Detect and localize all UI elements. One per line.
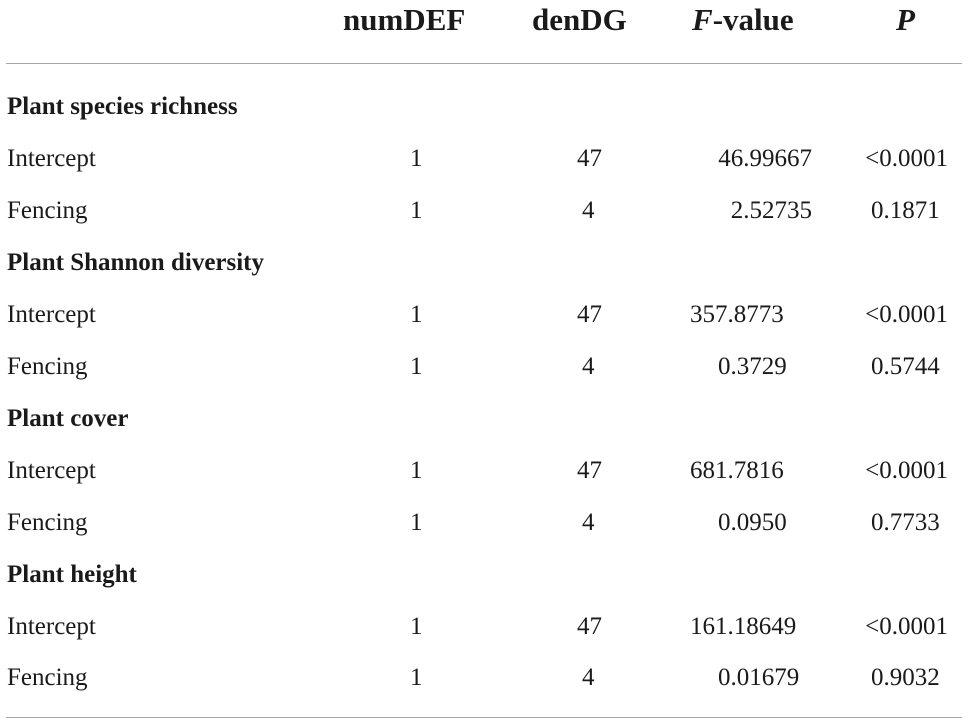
numdef-cell: 1 — [410, 353, 423, 380]
p-value-cell: 0.5744 — [871, 353, 940, 380]
term-cell: Fencing — [7, 353, 88, 380]
section-title: Plant height — [7, 561, 137, 588]
header-numdef: numDEF — [343, 2, 466, 37]
term-cell: Intercept — [7, 613, 96, 640]
term-cell: Intercept — [7, 457, 96, 484]
term-cell: Fencing — [7, 664, 88, 691]
header-p: P — [896, 2, 915, 37]
dendg-cell: 47 — [577, 145, 602, 172]
p-value-cell: <0.0001 — [865, 145, 948, 172]
f-value-cell: 2.52735 — [730, 197, 812, 224]
dendg-cell: 4 — [582, 353, 595, 380]
f-value-cell: 0.3729 — [718, 353, 787, 380]
p-value-cell: <0.0001 — [865, 301, 948, 328]
section-title: Plant species richness — [7, 93, 238, 120]
section-row: Plant height — [0, 561, 968, 601]
dendg-cell: 47 — [577, 301, 602, 328]
dendg-cell: 47 — [577, 457, 602, 484]
numdef-cell: 1 — [410, 197, 423, 224]
numdef-cell: 1 — [410, 613, 423, 640]
term-cell: Intercept — [7, 145, 96, 172]
section-row: Plant Shannon diversity — [0, 249, 968, 289]
numdef-cell: 1 — [410, 145, 423, 172]
dendg-cell: 47 — [577, 613, 602, 640]
header-f-italic: F — [692, 2, 713, 37]
table-row: Intercept 1 47 357.8773 <0.0001 — [0, 301, 968, 341]
section-title: Plant Shannon diversity — [7, 249, 265, 276]
p-value-cell: <0.0001 — [865, 613, 948, 640]
f-value-cell: 0.0950 — [718, 509, 787, 536]
table-row: Fencing 1 4 0.0950 0.7733 — [0, 509, 968, 549]
section-title: Plant cover — [7, 405, 129, 432]
numdef-cell: 1 — [410, 664, 423, 691]
table-row: Intercept 1 47 161.18649 <0.0001 — [0, 613, 968, 653]
numdef-cell: 1 — [410, 509, 423, 536]
header-f-value: F-value — [692, 2, 794, 38]
dendg-cell: 4 — [582, 509, 595, 536]
section-row: Plant species richness — [0, 93, 968, 133]
numdef-cell: 1 — [410, 301, 423, 328]
p-value-cell: 0.7733 — [871, 509, 940, 536]
f-value-cell: 46.99667 — [718, 145, 812, 172]
table-header: numDEF denDG F-value P — [0, 0, 968, 46]
top-rule — [6, 63, 962, 64]
numdef-cell: 1 — [410, 457, 423, 484]
table-row: Fencing 1 4 2.52735 0.1871 — [0, 197, 968, 237]
table-row: Intercept 1 47 46.99667 <0.0001 — [0, 145, 968, 185]
f-value-cell: 357.8773 — [690, 301, 784, 328]
term-cell: Intercept — [7, 301, 96, 328]
f-value-cell: 0.01679 — [718, 664, 800, 691]
table-row: Fencing 1 4 0.3729 0.5744 — [0, 353, 968, 393]
header-dendg: denDG — [532, 2, 627, 37]
dendg-cell: 4 — [582, 197, 595, 224]
dendg-cell: 4 — [582, 664, 595, 691]
p-value-cell: <0.0001 — [865, 457, 948, 484]
table-row: Intercept 1 47 681.7816 <0.0001 — [0, 457, 968, 497]
p-value-cell: 0.1871 — [871, 197, 940, 224]
table-row: Fencing 1 4 0.01679 0.9032 — [0, 664, 968, 704]
term-cell: Fencing — [7, 509, 88, 536]
header-f-suffix: -value — [712, 2, 794, 37]
section-row: Plant cover — [0, 405, 968, 445]
term-cell: Fencing — [7, 197, 88, 224]
f-value-cell: 161.18649 — [690, 613, 797, 640]
f-value-cell: 681.7816 — [690, 457, 784, 484]
p-value-cell: 0.9032 — [871, 664, 940, 691]
bottom-rule — [6, 717, 962, 718]
